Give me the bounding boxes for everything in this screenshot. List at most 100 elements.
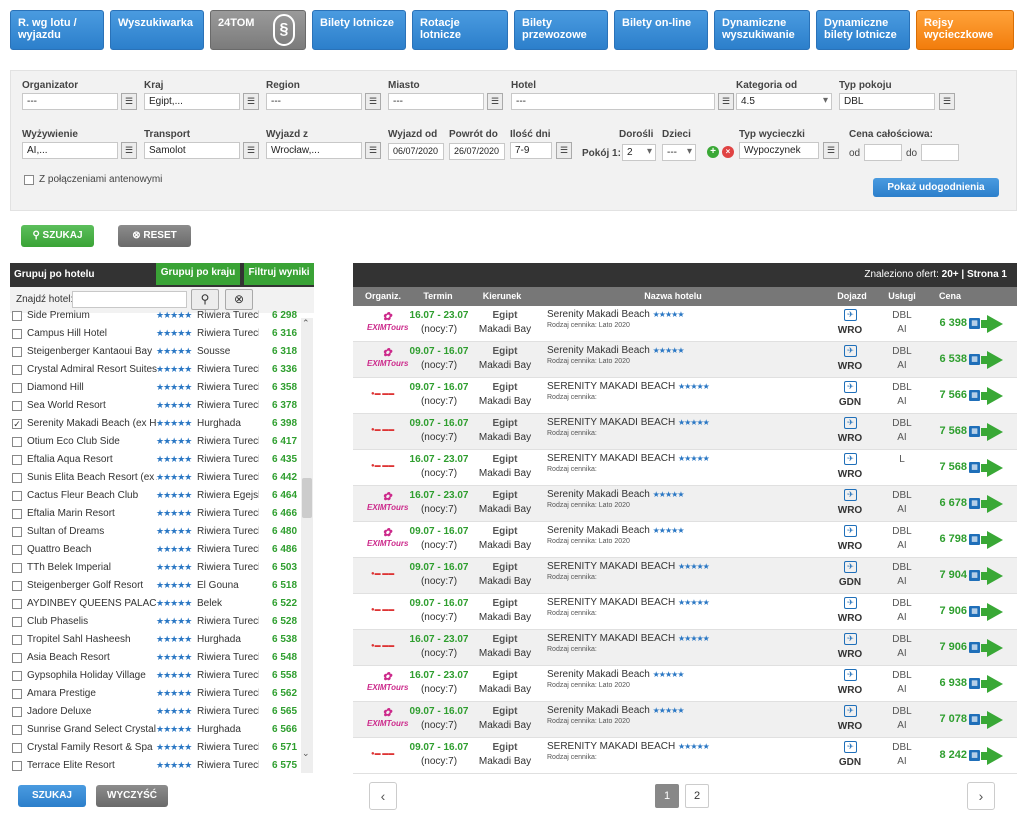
hotel-list-item[interactable]: Diamond Hill ★★★★★ Riwiera Tureck 6 358 bbox=[10, 380, 300, 398]
tab-wg-lotu[interactable]: R. wg lotu / wyjazdu bbox=[10, 10, 104, 50]
hotel-checkbox[interactable] bbox=[12, 761, 22, 771]
reset-button[interactable]: ⊗ RESET bbox=[118, 225, 191, 247]
hotel-name-link[interactable]: Serenity Makadi Beach ★★★★★ bbox=[547, 489, 684, 500]
go-arrow-icon[interactable] bbox=[987, 351, 1003, 369]
calculator-icon[interactable]: ▦ bbox=[969, 534, 980, 545]
hotel-list-item[interactable]: Side Premium ★★★★★ Riwiera Tureck 6 298 bbox=[10, 308, 300, 326]
hotel-checkbox[interactable] bbox=[12, 383, 22, 393]
calculator-icon[interactable]: ▦ bbox=[969, 390, 980, 401]
hotel-checkbox[interactable] bbox=[12, 653, 22, 663]
hotel-field[interactable]: --- bbox=[511, 93, 715, 110]
hotel-checkbox[interactable] bbox=[12, 491, 22, 501]
hotel-list-item[interactable]: Crystal Family Resort & Spa ★★★★★ Riwiera … bbox=[10, 740, 300, 758]
go-arrow-icon[interactable] bbox=[987, 531, 1003, 549]
calculator-icon[interactable]: ▦ bbox=[969, 426, 980, 437]
wyzywienie-select-button[interactable]: ☰ bbox=[121, 142, 137, 159]
result-row[interactable]: ●▬ ▬▬ 09.07 - 16.07 (nocy:7) Egipt Makadi Ba… bbox=[353, 558, 1017, 594]
ilosc-dni-select-button[interactable]: ☰ bbox=[556, 142, 572, 159]
calculator-icon[interactable]: ▦ bbox=[969, 678, 980, 689]
kategoria-select[interactable]: 4.5 bbox=[736, 93, 832, 110]
hotel-checkbox[interactable] bbox=[12, 707, 22, 717]
hotel-name-link[interactable]: SERENITY MAKADI BEACH ★★★★★ bbox=[547, 633, 710, 644]
hotel-checkbox[interactable] bbox=[12, 473, 22, 483]
calculator-icon[interactable]: ▦ bbox=[969, 354, 980, 365]
tab-bilety-przewozowe[interactable]: Bilety przewozowe bbox=[514, 10, 608, 50]
calculator-icon[interactable]: ▦ bbox=[969, 714, 980, 725]
hotel-list-item[interactable]: Cactus Fleur Beach Club ★★★★★ Riwiera Egej… bbox=[10, 488, 300, 506]
hotel-list-item[interactable]: Club Phaselis ★★★★★ Riwiera Tureck 6 528 bbox=[10, 614, 300, 632]
miasto-field[interactable]: --- bbox=[388, 93, 484, 110]
scroll-down-icon[interactable]: ⌄ bbox=[302, 748, 310, 758]
hotel-list-item[interactable]: Quattro Beach ★★★★★ Riwiera Tureck 6 486 bbox=[10, 542, 300, 560]
hotel-name-link[interactable]: SERENITY MAKADI BEACH ★★★★★ bbox=[547, 741, 710, 752]
scrollbar-thumb[interactable] bbox=[302, 478, 312, 518]
organizator-select-button[interactable]: ☰ bbox=[121, 93, 137, 110]
hotel-checkbox[interactable] bbox=[12, 617, 22, 627]
transport-field[interactable]: Samolot bbox=[144, 142, 240, 159]
next-page-icon[interactable]: › bbox=[967, 782, 995, 810]
hotel-list-item[interactable]: Eftalia Aqua Resort ★★★★★ Riwiera Tureck 6 … bbox=[10, 452, 300, 470]
wyjazd-z-field[interactable]: Wrocław,... bbox=[266, 142, 362, 159]
calculator-icon[interactable]: ▦ bbox=[969, 570, 980, 581]
hotel-list-item[interactable]: Campus Hill Hotel ★★★★★ Riwiera Tureck 6 31… bbox=[10, 326, 300, 344]
result-row[interactable]: ✿ EXIMTours 09.07 - 16.07 (nocy:7) Egipt Maka… bbox=[353, 702, 1017, 738]
hotel-checkbox[interactable] bbox=[12, 437, 22, 447]
calculator-icon[interactable]: ▦ bbox=[969, 498, 980, 509]
go-arrow-icon[interactable] bbox=[987, 459, 1003, 477]
hotel-checkbox[interactable] bbox=[12, 563, 22, 573]
hotel-list-item[interactable]: Jadore Deluxe ★★★★★ Riwiera Tureck 6 565 bbox=[10, 704, 300, 722]
dorosli-select[interactable]: 2 bbox=[622, 144, 656, 161]
hotel-checkbox[interactable] bbox=[12, 455, 22, 465]
hotel-list-item[interactable]: Otium Eco Club Side ★★★★★ Riwiera Tureck 6 … bbox=[10, 434, 300, 452]
hotel-checkbox[interactable] bbox=[12, 581, 22, 591]
hotel-list-item[interactable]: TTh Belek Imperial ★★★★★ Riwiera Tureck 6 5… bbox=[10, 560, 300, 578]
hotel-list-item[interactable]: Terrace Elite Resort ★★★★★ Riwiera Tureck 6… bbox=[10, 758, 300, 774]
tab-rotacje-lotnicze[interactable]: Rotacje lotnicze bbox=[412, 10, 508, 50]
add-room-icon[interactable]: + bbox=[707, 146, 719, 158]
ilosc-dni-field[interactable]: 7-9 bbox=[510, 142, 552, 159]
hotel-list-scrollbar[interactable]: ⌃ ⌄ bbox=[301, 318, 313, 773]
tab-24tom[interactable]: 24TOM § bbox=[210, 10, 306, 50]
result-row[interactable]: ✿ EXIMTours 16.07 - 23.07 (nocy:7) Egipt Maka… bbox=[353, 486, 1017, 522]
calculator-icon[interactable]: ▦ bbox=[969, 462, 980, 473]
hotel-list-item[interactable]: Eftalia Marin Resort ★★★★★ Riwiera Tureck 6… bbox=[10, 506, 300, 524]
typ-wycieczki-field[interactable]: Wypoczynek bbox=[739, 142, 819, 159]
cena-do-input[interactable] bbox=[921, 144, 959, 161]
remove-room-icon[interactable]: × bbox=[722, 146, 734, 158]
hotel-checkbox[interactable] bbox=[12, 671, 22, 681]
hotel-name-link[interactable]: SERENITY MAKADI BEACH ★★★★★ bbox=[547, 561, 710, 572]
scroll-up-icon[interactable]: ⌃ bbox=[302, 318, 310, 328]
left-search-button[interactable]: SZUKAJ bbox=[18, 785, 86, 807]
powrot-do-date[interactable]: 26/07/2020 bbox=[449, 143, 505, 160]
wyjazd-od-date[interactable]: 06/07/2020 bbox=[388, 143, 444, 160]
hotel-list-item[interactable]: Steigenberger Golf Resort ★★★★★ El Gouna 6 … bbox=[10, 578, 300, 596]
hotel-name-link[interactable]: SERENITY MAKADI BEACH ★★★★★ bbox=[547, 597, 710, 608]
hotel-name-link[interactable]: Serenity Makadi Beach ★★★★★ bbox=[547, 669, 684, 680]
typ-pokoju-select-button[interactable]: ☰ bbox=[939, 93, 955, 110]
go-arrow-icon[interactable] bbox=[987, 603, 1003, 621]
result-row[interactable]: ●▬ ▬▬ 09.07 - 16.07 (nocy:7) Egipt Makadi Ba… bbox=[353, 594, 1017, 630]
tab-wyszukiwarka[interactable]: Wyszukiwarka bbox=[110, 10, 204, 50]
tab-grupuj-po-kraju[interactable]: Grupuj po kraju bbox=[156, 263, 240, 285]
hotel-checkbox[interactable] bbox=[12, 689, 22, 699]
miasto-select-button[interactable]: ☰ bbox=[487, 93, 503, 110]
go-arrow-icon[interactable] bbox=[987, 747, 1003, 765]
result-row[interactable]: ✿ EXIMTours 16.07 - 23.07 (nocy:7) Egipt Maka… bbox=[353, 306, 1017, 342]
go-arrow-icon[interactable] bbox=[987, 387, 1003, 405]
hotel-select-button[interactable]: ☰ bbox=[718, 93, 734, 110]
hotel-name-link[interactable]: SERENITY MAKADI BEACH ★★★★★ bbox=[547, 417, 710, 428]
hotel-list-item[interactable]: Steigenberger Kantaoui Bay ★★★★★ Sousse 6 3… bbox=[10, 344, 300, 362]
hotel-search-input[interactable] bbox=[72, 291, 187, 308]
result-row[interactable]: ●▬ ▬▬ 16.07 - 23.07 (nocy:7) Egipt Makadi Ba… bbox=[353, 450, 1017, 486]
hotel-name-link[interactable]: Serenity Makadi Beach ★★★★★ bbox=[547, 345, 684, 356]
go-arrow-icon[interactable] bbox=[987, 315, 1003, 333]
hotel-list-item[interactable]: Sunis Elita Beach Resort (ex A ★★★★★ Riwie… bbox=[10, 470, 300, 488]
result-row[interactable]: ●▬ ▬▬ 09.07 - 16.07 (nocy:7) Egipt Makadi Ba… bbox=[353, 378, 1017, 414]
hotel-list-item[interactable]: Amara Prestige ★★★★★ Riwiera Tureck 6 562 bbox=[10, 686, 300, 704]
hotel-checkbox[interactable] bbox=[12, 527, 22, 537]
cena-od-input[interactable] bbox=[864, 144, 902, 161]
dzieci-select[interactable]: --- bbox=[662, 144, 696, 161]
calculator-icon[interactable]: ▦ bbox=[969, 750, 980, 761]
antenowe-checkbox[interactable] bbox=[24, 175, 34, 185]
hotel-list-item[interactable]: Gypsophila Holiday Village ★★★★★ Riwiera T… bbox=[10, 668, 300, 686]
